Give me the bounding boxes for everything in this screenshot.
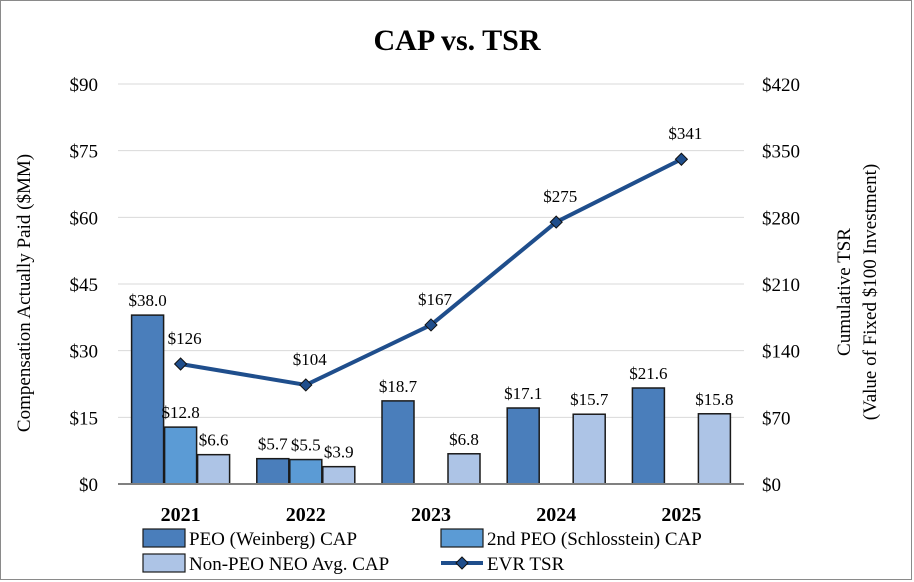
bar-non-peo-neo-avg-cap-2022 xyxy=(322,465,356,485)
bar-data-label: $21.6 xyxy=(629,364,667,383)
bar-data-label: $6.6 xyxy=(199,431,229,450)
legend-label: 2nd PEO (Schlosstein) CAP xyxy=(487,529,702,550)
bar-data-label: $15.7 xyxy=(570,390,609,409)
legend-marker xyxy=(455,556,469,570)
bar-data-label: $5.5 xyxy=(291,436,321,455)
tsr-point-2024 xyxy=(549,215,563,229)
y2-tick-label: $210 xyxy=(762,275,800,296)
x-tick-label: 2021 xyxy=(161,504,201,526)
legend: PEO (Weinberg) CAP 2nd PEO (Schlosstein) … xyxy=(142,528,702,575)
bar-data-label: $17.1 xyxy=(504,384,542,403)
tsr-line-layer xyxy=(173,152,689,392)
y-tick-label: $60 xyxy=(70,208,99,229)
bar-peo-weinberg-cap-2022 xyxy=(256,457,290,485)
chart-title: CAP vs. TSR xyxy=(374,24,541,57)
x-tick-label: 2022 xyxy=(286,504,326,526)
y2-tick-label: $140 xyxy=(762,342,800,363)
legend-swatch xyxy=(440,528,484,548)
bars-layer xyxy=(130,314,732,485)
tsr-data-label: $275 xyxy=(543,187,577,206)
y2-tick-label: $350 xyxy=(762,142,800,163)
bar-peo-weinberg-cap-2025 xyxy=(631,387,666,485)
axes-layer: $0 $15 $30 $45 $60 $75 $90 $0 $70 $140 $210 $280 $35… xyxy=(70,75,801,526)
bar-data-label: $5.7 xyxy=(258,435,288,454)
tsr-point-2021 xyxy=(173,357,188,371)
bar-2nd-peo-schlosstein-cap-2022 xyxy=(289,458,323,485)
legend-label: PEO (Weinberg) CAP xyxy=(189,529,357,550)
bar-data-label: $6.8 xyxy=(449,430,479,449)
y-tick-label: $45 xyxy=(70,275,99,296)
y2-tick-label: $0 xyxy=(762,475,781,496)
y-tick-label: $30 xyxy=(70,342,99,363)
data-labels-layer: $38.0 $12.8$6.6 $5.7 $5.5 $3.9 $18.7 $6.8 $17.1… xyxy=(128,124,733,461)
bar-data-label: $12.8 xyxy=(161,403,199,422)
bar-peo-weinberg-cap-2024 xyxy=(506,407,540,485)
y-tick-label: $0 xyxy=(79,475,98,496)
bar-data-label: $3.9 xyxy=(324,443,354,462)
tsr-point-2022 xyxy=(299,378,313,392)
y2-tick-label: $70 xyxy=(762,408,791,429)
y2-tick-label: $280 xyxy=(762,208,800,229)
y2-axis-label-line2: (Value of Fixed $100 Investment) xyxy=(860,164,881,420)
bar-data-label: $18.7 xyxy=(379,377,418,396)
y-tick-label: $15 xyxy=(70,408,99,429)
legend-label: EVR TSR xyxy=(487,554,565,575)
bar-peo-weinberg-cap-2021 xyxy=(130,314,165,485)
legend-swatch xyxy=(142,553,186,573)
bar-non-peo-neo-avg-cap-2025 xyxy=(697,413,732,485)
y2-tick-label: $420 xyxy=(762,75,800,96)
tsr-data-label: $104 xyxy=(293,350,328,369)
legend-swatch xyxy=(142,528,186,548)
y-tick-label: $75 xyxy=(70,142,99,163)
x-tick-label: 2025 xyxy=(661,504,701,526)
legend-label: Non-PEO NEO Avg. CAP xyxy=(189,554,389,575)
bar-non-peo-neo-avg-cap-2021 xyxy=(196,453,231,485)
x-tick-label: 2023 xyxy=(411,504,451,526)
bar-peo-weinberg-cap-2023 xyxy=(381,400,415,485)
y-tick-label: $90 xyxy=(70,75,99,96)
tsr-point-2023 xyxy=(424,318,438,332)
bar-data-label: $38.0 xyxy=(128,291,166,310)
x-tick-label: 2024 xyxy=(536,504,576,526)
bar-non-peo-neo-avg-cap-2023 xyxy=(447,453,481,485)
bar-2nd-peo-schlosstein-cap-2021 xyxy=(163,426,198,485)
y2-axis-label-line1: Cumulative TSR xyxy=(834,228,855,356)
y-axis-label: Compensation Actually Paid ($MM) xyxy=(14,154,35,432)
tsr-data-label: $126 xyxy=(168,329,202,348)
tsr-data-label: $341 xyxy=(668,124,702,143)
bar-data-label: $15.8 xyxy=(695,390,733,409)
tsr-data-label: $167 xyxy=(418,290,453,309)
bar-non-peo-neo-avg-cap-2024 xyxy=(572,413,606,485)
tsr-point-2025 xyxy=(674,152,689,166)
